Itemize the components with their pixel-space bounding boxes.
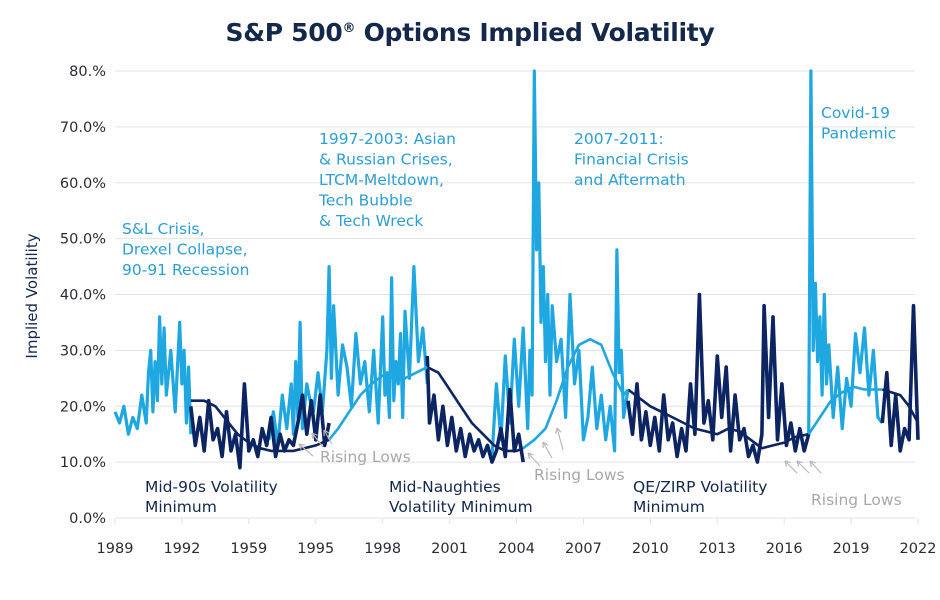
arrow-icon xyxy=(784,460,798,474)
annotation-line: Minimum xyxy=(145,498,217,516)
series-line-segment xyxy=(490,69,630,457)
x-tick-label: 2019 xyxy=(833,541,870,557)
chart-title-rest: Options Implied Volatility xyxy=(355,18,715,47)
annotations: S&L Crisis, Drexel Collapse, 90-91 Recessi… xyxy=(122,104,902,516)
arrow-icon xyxy=(527,452,541,467)
annotation-rising-lows-3: Rising Lows xyxy=(811,491,902,509)
x-tick-label: 1998 xyxy=(364,541,401,557)
series-line-segment xyxy=(627,388,809,450)
series-line-segment xyxy=(425,355,525,464)
series-line-segment xyxy=(807,69,884,435)
series-3 xyxy=(328,337,883,450)
annotation-line: Covid-19 xyxy=(821,104,890,122)
annotation-line: Drexel Collapse, xyxy=(122,241,248,259)
x-tick-label: 1959 xyxy=(230,541,267,557)
y-tick-label: 60.0% xyxy=(60,176,106,192)
annotation-asian-crises: 1997-2003: Asian & Russian Crises, LTCM-Me… xyxy=(318,130,456,230)
annotation-line: Rising Lows xyxy=(811,491,902,509)
y-tick-label: 50.0% xyxy=(60,232,106,248)
x-axis-ticks: 1989 1992 1959 1995 1998 2001 2004 2007 2010 2013… xyxy=(97,518,937,557)
annotation-line: Mid-Naughties xyxy=(389,478,501,496)
series-0 xyxy=(113,69,884,457)
x-tick-label: 1989 xyxy=(97,541,134,557)
annotation-line: & Russian Crises, xyxy=(319,151,453,169)
arrow-icon xyxy=(809,460,822,474)
series-line-segment xyxy=(881,388,920,424)
annotation-line: Minimum xyxy=(633,498,705,516)
y-tick-label: 30.0% xyxy=(60,343,106,359)
series-line-segment xyxy=(113,315,193,436)
y-tick-label: 40.0% xyxy=(60,288,106,304)
y-axis-label: Implied Volatility xyxy=(23,233,41,358)
y-tick-label: 20.0% xyxy=(60,399,106,415)
y-tick-label: 80.% xyxy=(69,64,106,80)
annotation-line: 2007-2011: xyxy=(574,130,664,148)
registered-mark: ® xyxy=(342,21,356,36)
annotation-line: S&L Crisis, xyxy=(122,220,204,238)
x-tick-label: 2022 xyxy=(900,541,937,557)
chart-title: S&P 500® Options Implied Volatility xyxy=(0,18,940,47)
y-axis-ticks: 0.0% 10.0% 20.0% 30.0% 40.0% 50.0% 60.0% 70.0% 8… xyxy=(60,64,106,527)
annotation-line: Rising Lows xyxy=(534,466,625,484)
series-line-segment xyxy=(807,385,883,435)
x-tick-label: 2007 xyxy=(565,541,602,557)
annotation-line: Rising Lows xyxy=(320,448,411,466)
annotation-mid-90s-min: Mid-90s Volatility Minimum xyxy=(145,478,278,516)
annotation-sl-crisis: S&L Crisis, Drexel Collapse, 90-91 Recessi… xyxy=(122,220,249,279)
x-tick-label: 2004 xyxy=(498,541,535,557)
y-tick-label: 0.0% xyxy=(69,511,106,527)
arrow-icon xyxy=(542,441,553,459)
annotation-mid-naughties-min: Mid-Naughties Volatility Minimum xyxy=(389,478,533,516)
series-line-segment xyxy=(189,382,331,470)
annotation-line: & Tech Wreck xyxy=(319,212,423,230)
y-tick-label: 70.0% xyxy=(60,120,106,136)
series-line-segment xyxy=(328,365,428,441)
annotation-line: Financial Crisis xyxy=(574,151,689,169)
series-line-segment xyxy=(626,292,811,464)
arrow-icon xyxy=(323,429,333,445)
annotation-line: 90-91 Recession xyxy=(122,261,249,279)
arrow-icon xyxy=(298,443,314,457)
series-1 xyxy=(189,292,920,470)
chart-title-main: S&P 500 xyxy=(225,18,343,47)
annotation-line: 1997-2003: Asian xyxy=(319,130,456,148)
annotation-rising-lows-2: Rising Lows xyxy=(534,466,625,484)
annotation-line: Mid-90s Volatility xyxy=(145,478,278,496)
arrow-icon xyxy=(555,427,564,451)
x-tick-label: 1992 xyxy=(163,541,200,557)
series-line-segment xyxy=(880,303,920,453)
series-group xyxy=(113,69,920,470)
arrow-icon xyxy=(796,460,810,474)
x-tick-label: 2001 xyxy=(431,541,468,557)
x-tick-label: 2016 xyxy=(766,541,803,557)
annotation-covid: Covid-19 Pandemic xyxy=(821,104,896,143)
series-line-segment xyxy=(426,365,524,453)
annotation-line: and Aftermath xyxy=(574,171,686,189)
annotation-rising-lows-1: Rising Lows xyxy=(320,448,411,466)
series-2 xyxy=(190,365,920,453)
annotation-line: Tech Bubble xyxy=(318,192,413,210)
x-tick-label: 2013 xyxy=(699,541,736,557)
x-tick-label: 1995 xyxy=(297,541,334,557)
series-line-segment xyxy=(522,337,630,450)
rising-lows-arrows xyxy=(298,427,822,474)
annotation-line: Pandemic xyxy=(821,125,896,143)
arrow-icon xyxy=(311,432,324,448)
x-tick-label: 2010 xyxy=(632,541,669,557)
y-tick-label: 10.0% xyxy=(60,455,106,471)
annotation-line: Volatility Minimum xyxy=(389,498,533,516)
series-line-segment xyxy=(267,265,429,447)
annotation-line: LTCM-Meltdown, xyxy=(319,171,444,189)
annotation-financial-crisis: 2007-2011: Financial Crisis and Aftermath xyxy=(574,130,689,189)
annotation-line: QE/ZIRP Volatility xyxy=(633,478,767,496)
annotation-qe-zirp-min: QE/ZIRP Volatility Minimum xyxy=(633,478,767,516)
